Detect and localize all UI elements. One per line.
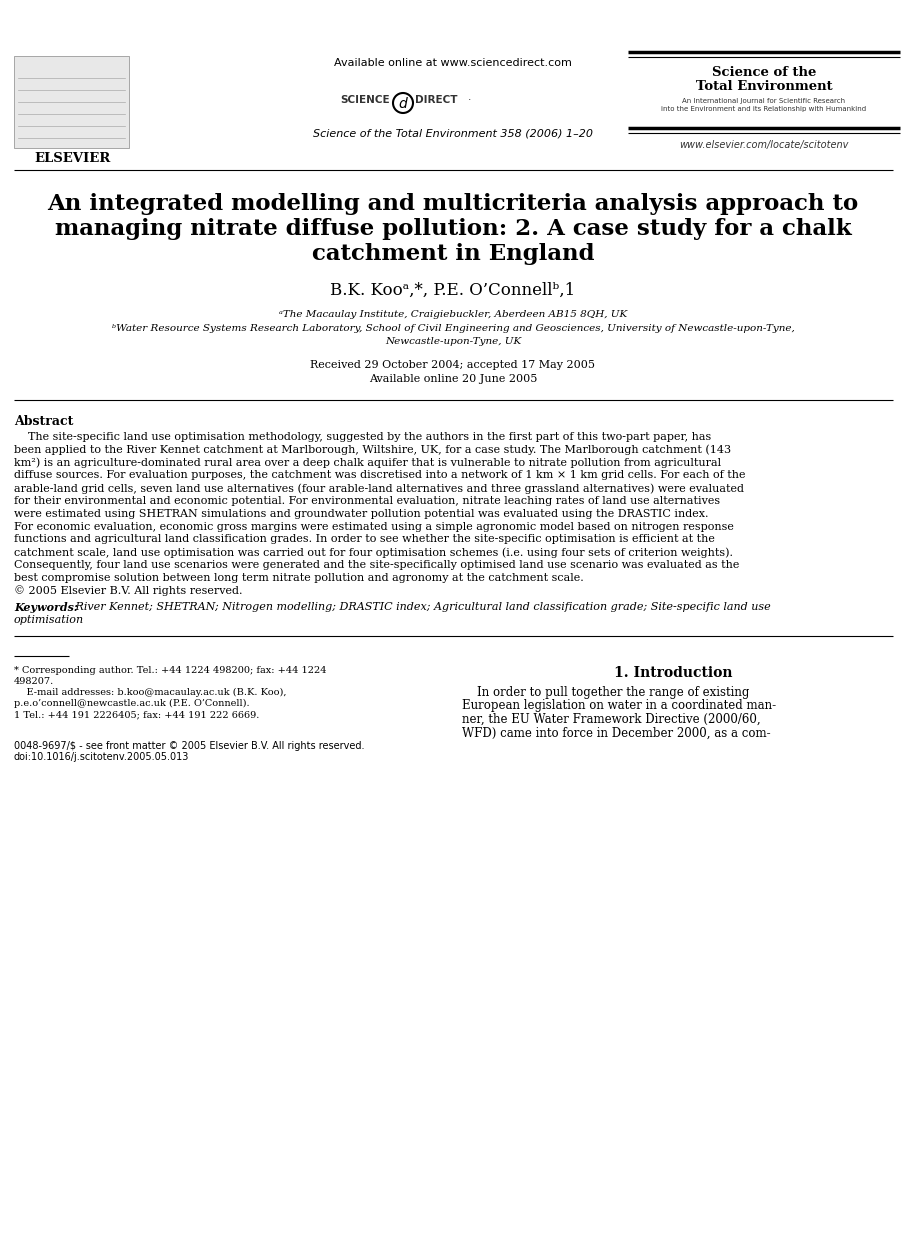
Text: km²) is an agriculture-dominated rural area over a deep chalk aquifer that is vu: km²) is an agriculture-dominated rural a… [14,458,721,468]
Text: arable-land grid cells, seven land use alternatives (four arable-land alternativ: arable-land grid cells, seven land use a… [14,483,744,494]
Text: River Kennet; SHETRAN; Nitrogen modelling; DRASTIC index; Agricultural land clas: River Kennet; SHETRAN; Nitrogen modellin… [72,603,771,613]
Text: Consequently, four land use scenarios were generated and the site-specifically o: Consequently, four land use scenarios we… [14,560,739,569]
Text: DIRECT: DIRECT [415,95,457,105]
Text: for their environmental and economic potential. For environmental evaluation, ni: for their environmental and economic pot… [14,496,720,506]
Text: © 2005 Elsevier B.V. All rights reserved.: © 2005 Elsevier B.V. All rights reserved… [14,586,242,597]
Text: An integrated modelling and multicriteria analysis approach to: An integrated modelling and multicriteri… [47,193,859,215]
Text: Science of the: Science of the [712,66,816,79]
Text: The site-specific land use optimisation methodology, suggested by the authors in: The site-specific land use optimisation … [14,432,711,442]
Text: SCIENCE: SCIENCE [340,95,390,105]
Text: E-mail addresses: b.koo@macaulay.ac.uk (B.K. Koo),: E-mail addresses: b.koo@macaulay.ac.uk (… [14,688,287,697]
Text: www.elsevier.com/locate/scitotenv: www.elsevier.com/locate/scitotenv [679,140,849,150]
Text: been applied to the River Kennet catchment at Marlborough, Wiltshire, UK, for a : been applied to the River Kennet catchme… [14,444,731,456]
Text: Newcastle-upon-Tyne, UK: Newcastle-upon-Tyne, UK [385,337,522,345]
Text: 0048-9697/$ - see front matter © 2005 Elsevier B.V. All rights reserved.: 0048-9697/$ - see front matter © 2005 El… [14,742,365,751]
Text: * Corresponding author. Tel.: +44 1224 498200; fax: +44 1224: * Corresponding author. Tel.: +44 1224 4… [14,666,327,675]
Text: Available online at www.sciencedirect.com: Available online at www.sciencedirect.co… [334,58,572,68]
Text: p.e.o’connell@newcastle.ac.uk (P.E. O’Connell).: p.e.o’connell@newcastle.ac.uk (P.E. O’Co… [14,699,249,708]
Text: Abstract: Abstract [14,415,73,428]
Text: Received 29 October 2004; accepted 17 May 2005: Received 29 October 2004; accepted 17 Ma… [310,360,596,370]
Text: Total Environment: Total Environment [696,80,833,93]
Text: ᵇWater Resource Systems Research Laboratory, School of Civil Engineering and Geo: ᵇWater Resource Systems Research Laborat… [112,324,795,333]
Text: ner, the EU Water Framework Directive (2000/60,: ner, the EU Water Framework Directive (2… [462,713,761,725]
Text: ᵃThe Macaulay Institute, Craigiebuckler, Aberdeen AB15 8QH, UK: ᵃThe Macaulay Institute, Craigiebuckler,… [278,310,627,319]
FancyBboxPatch shape [14,56,129,149]
Text: For economic evaluation, economic gross margins were estimated using a simple ag: For economic evaluation, economic gross … [14,521,734,531]
Text: In order to pull together the range of existing: In order to pull together the range of e… [462,686,749,699]
Text: were estimated using SHETRAN simulations and groundwater pollution potential was: were estimated using SHETRAN simulations… [14,509,708,519]
Text: 498207.: 498207. [14,677,54,686]
Text: catchment in England: catchment in England [312,243,594,265]
Text: best compromise solution between long term nitrate pollution and agronomy at the: best compromise solution between long te… [14,573,584,583]
Text: ELSEVIER: ELSEVIER [34,152,110,165]
Text: diffuse sources. For evaluation purposes, the catchment was discretised into a n: diffuse sources. For evaluation purposes… [14,470,746,480]
Text: d: d [398,97,407,111]
Text: ·: · [468,95,472,105]
Text: B.K. Kooᵃ,*, P.E. O’Connellᵇ,1: B.K. Kooᵃ,*, P.E. O’Connellᵇ,1 [330,282,576,300]
Text: An International Journal for Scientific Research
into the Environment and its Re: An International Journal for Scientific … [661,98,866,111]
Text: WFD) came into force in December 2000, as a com-: WFD) came into force in December 2000, a… [462,727,771,739]
Text: doi:10.1016/j.scitotenv.2005.05.013: doi:10.1016/j.scitotenv.2005.05.013 [14,751,190,763]
Text: functions and agricultural land classification grades. In order to see whether t: functions and agricultural land classifi… [14,535,715,545]
Text: 1. Introduction: 1. Introduction [614,666,732,680]
Text: Science of the Total Environment 358 (2006) 1–20: Science of the Total Environment 358 (20… [313,128,593,137]
Text: optimisation: optimisation [14,615,84,625]
Circle shape [393,93,413,113]
Text: catchment scale, land use optimisation was carried out for four optimisation sch: catchment scale, land use optimisation w… [14,547,733,558]
Text: European legislation on water in a coordinated man-: European legislation on water in a coord… [462,699,776,713]
Text: managing nitrate diffuse pollution: 2. A case study for a chalk: managing nitrate diffuse pollution: 2. A… [54,218,852,240]
Text: 1 Tel.: +44 191 2226405; fax: +44 191 222 6669.: 1 Tel.: +44 191 2226405; fax: +44 191 22… [14,711,259,719]
Text: Keywords:: Keywords: [14,603,78,613]
Text: Available online 20 June 2005: Available online 20 June 2005 [369,374,537,384]
